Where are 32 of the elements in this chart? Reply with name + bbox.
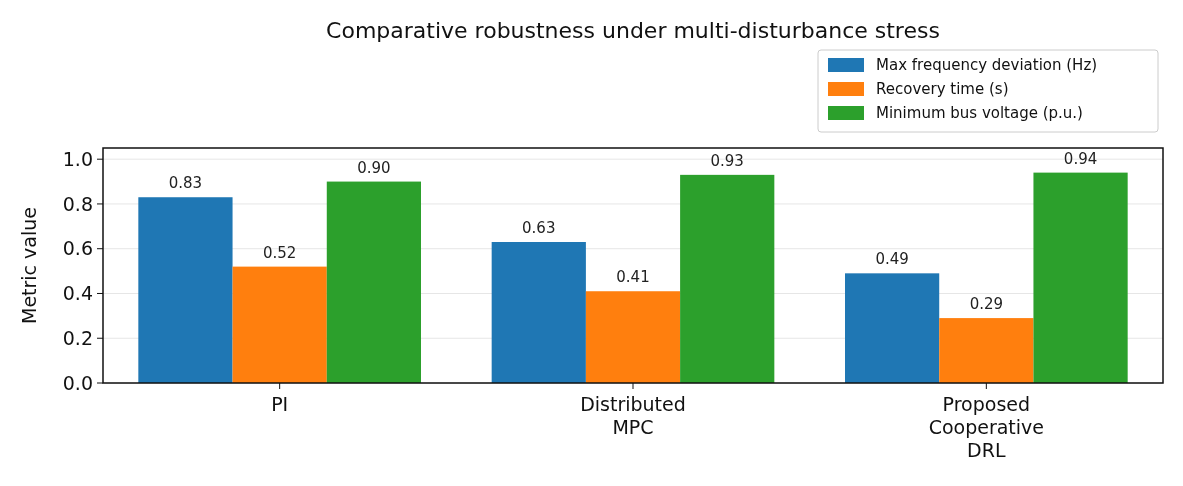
data-label: 0.94 bbox=[1063, 149, 1098, 168]
legend-label: Max frequency deviation (Hz) bbox=[876, 56, 1098, 75]
bar bbox=[845, 273, 940, 383]
y-tick-label: 1.0 bbox=[62, 147, 93, 170]
bar bbox=[1033, 172, 1128, 383]
data-label: 0.41 bbox=[616, 268, 650, 287]
y-tick-label: 0.4 bbox=[62, 282, 93, 305]
y-axis-title: Metric value bbox=[18, 206, 40, 325]
bar bbox=[232, 266, 327, 383]
data-label: 0.93 bbox=[710, 151, 744, 170]
y-tick-label: 0.6 bbox=[62, 237, 93, 260]
x-tick-label: PI bbox=[271, 393, 289, 415]
data-label: 0.52 bbox=[262, 243, 297, 262]
legend-label: Recovery time (s) bbox=[876, 80, 1009, 99]
legend-label: Minimum bus voltage (p.u.) bbox=[876, 104, 1083, 123]
data-label: 0.63 bbox=[522, 219, 556, 237]
data-label: 0.83 bbox=[168, 174, 203, 193]
bar bbox=[680, 174, 775, 383]
bar bbox=[326, 181, 421, 383]
data-label: 0.49 bbox=[875, 250, 909, 269]
bar bbox=[491, 242, 586, 383]
y-tick-label: 0.8 bbox=[62, 192, 93, 215]
chart-title: Comparative robustness under multi-disturbance stress bbox=[326, 18, 940, 43]
y-tick-label: 0.0 bbox=[62, 371, 93, 394]
x-tick-label: Proposed Cooperative DRL bbox=[928, 393, 1045, 461]
bar bbox=[939, 318, 1034, 383]
data-label: 0.29 bbox=[969, 295, 1004, 314]
y-tick-label: 0.2 bbox=[62, 326, 93, 349]
bar bbox=[138, 197, 233, 383]
data-label: 0.90 bbox=[357, 158, 391, 177]
bar bbox=[585, 291, 681, 383]
x-tick-label: Distributed MPC bbox=[580, 393, 686, 438]
